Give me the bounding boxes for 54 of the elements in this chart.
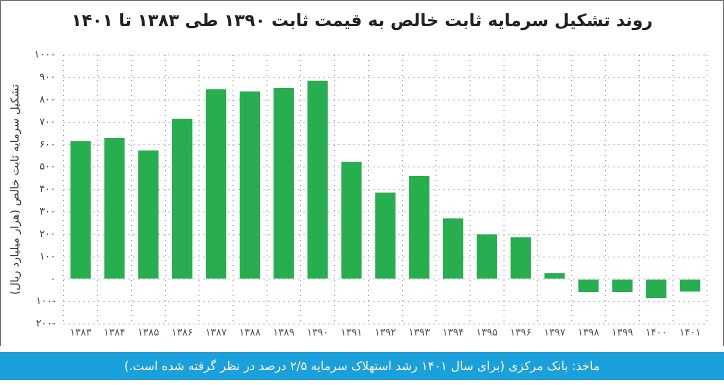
y-tick-label: ۴۰۰ (40, 184, 56, 196)
x-tick-label: ۱۳۹۵ (476, 328, 498, 339)
y-tick-label: ۱۰۰۰ (34, 50, 56, 61)
x-tick-label: ۱۳۹۳ (408, 328, 431, 339)
bar (646, 280, 666, 298)
bar (274, 88, 294, 279)
x-tick-label: ۱۳۹۹ (612, 328, 634, 339)
y-tick-label: ۶۰۰ (40, 139, 56, 150)
x-tick-label: ۱۴۰۰ (645, 328, 667, 339)
bar (138, 150, 158, 279)
y-tick-label: ۲۰۰- (36, 318, 56, 330)
x-tick-label: ۱۳۹۴ (442, 328, 464, 339)
x-tick-label: ۱۳۸۳ (70, 328, 92, 339)
bar (442, 218, 464, 279)
y-tick-label: ۰ (50, 274, 56, 285)
x-tick-label: ۱۳۸۷ (205, 328, 228, 339)
x-tick-label: ۱۳۹۷ (544, 328, 566, 339)
x-tick-label: ۱۳۹۱ (340, 328, 362, 339)
bar (341, 162, 362, 279)
bar (544, 273, 565, 279)
x-tick-label: ۱۳۸۸ (239, 328, 262, 339)
bar (240, 92, 260, 279)
bar (307, 80, 328, 279)
y-tick-label: ۸۰۰ (40, 94, 56, 106)
bar (476, 234, 498, 279)
x-tick-label: ۱۳۹۸ (578, 328, 600, 339)
y-tick-label: ۳۰۰ (40, 206, 56, 218)
x-tick-label: ۱۳۹۶ (510, 328, 532, 339)
x-tick-label: ۱۳۹۰ (306, 328, 328, 339)
text: ماخذ: بانک مرکزی (برای سال ۱۴۰۱ رشد استهلاک سرمایه ۲/۵ درصد در نظر گرفته شده است.) (0, 352, 724, 380)
y-tick-label: ۵۰۰ (40, 162, 56, 173)
y-axis-title: تشکیل سرمایه ثابت خالص (هزار میلیارد ریال) (8, 84, 22, 295)
x-tick-label: ۱۳۸۴ (104, 328, 126, 339)
bar (206, 89, 226, 279)
bar (70, 141, 91, 279)
x-tick-label: ۱۳۹۲ (374, 328, 396, 339)
chart-title: روند تشکیل سرمایه ثابت خالص به قیمت ثابت ۱۳۹۰ طی ۱۳۸۳ تا ۱۴۰۱ (70, 10, 654, 33)
y-tick-label: ۱۰۰- (36, 296, 56, 308)
x-tick-label: ۱۳۸۶ (171, 328, 193, 339)
bar (172, 118, 192, 279)
y-tick-label: ۹۰۰ (40, 72, 56, 84)
bar (680, 280, 700, 292)
bar (375, 192, 396, 279)
x-tick-label: ۱۴۰۱ (679, 328, 701, 339)
bar (612, 280, 633, 292)
bar (578, 280, 599, 292)
bar (409, 176, 430, 279)
bar (510, 237, 531, 279)
y-tick-label: ۲۰۰ (40, 228, 56, 240)
bar (104, 138, 125, 279)
y-tick-label: ۷۰۰ (40, 116, 56, 128)
x-tick-label: ۱۳۸۵ (138, 328, 160, 339)
x-tick-label: ۱۳۸۹ (273, 328, 295, 339)
y-tick-label: ۱۰۰ (40, 251, 56, 262)
